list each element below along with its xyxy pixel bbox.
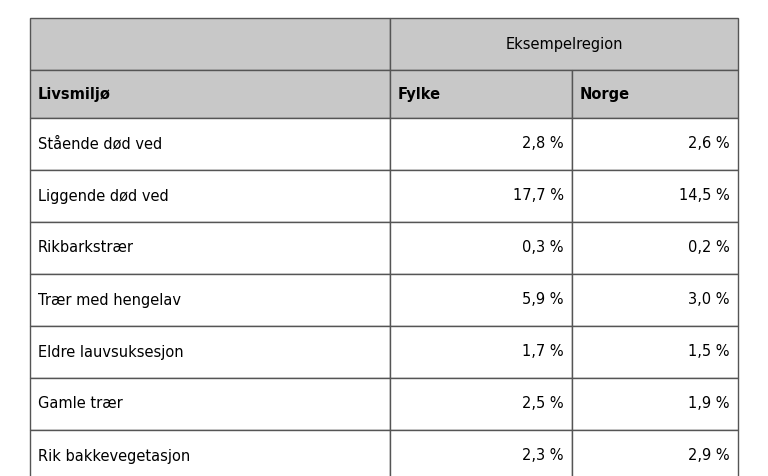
- Bar: [390, 170, 572, 222]
- Bar: [572, 378, 738, 430]
- Bar: [30, 430, 390, 476]
- Text: 2,8 %: 2,8 %: [522, 137, 564, 151]
- Bar: [390, 118, 572, 170]
- Text: Eldre lauvsuksesjon: Eldre lauvsuksesjon: [38, 345, 184, 359]
- Text: Norge: Norge: [580, 87, 630, 101]
- Bar: [30, 170, 390, 222]
- Bar: [390, 70, 572, 118]
- Text: Trær med hengelav: Trær med hengelav: [38, 292, 181, 307]
- Text: Livsmiljø: Livsmiljø: [38, 87, 111, 101]
- Text: 2,9 %: 2,9 %: [688, 448, 730, 464]
- Bar: [30, 118, 390, 170]
- Text: 0,2 %: 0,2 %: [688, 240, 730, 256]
- Text: Gamle trær: Gamle trær: [38, 397, 123, 411]
- Bar: [572, 118, 738, 170]
- Text: 1,5 %: 1,5 %: [688, 345, 730, 359]
- Text: 2,5 %: 2,5 %: [522, 397, 564, 411]
- Bar: [30, 18, 390, 70]
- Text: Fylke: Fylke: [398, 87, 441, 101]
- Text: Stående død ved: Stående død ved: [38, 137, 162, 151]
- Bar: [572, 170, 738, 222]
- Bar: [390, 18, 738, 70]
- Text: 1,7 %: 1,7 %: [522, 345, 564, 359]
- Text: 3,0 %: 3,0 %: [688, 292, 730, 307]
- Bar: [390, 326, 572, 378]
- Bar: [572, 430, 738, 476]
- Bar: [30, 222, 390, 274]
- Text: 0,3 %: 0,3 %: [522, 240, 564, 256]
- Text: Rik bakkevegetasjon: Rik bakkevegetasjon: [38, 448, 190, 464]
- Text: 14,5 %: 14,5 %: [679, 188, 730, 204]
- Text: Rikbarkstrær: Rikbarkstrær: [38, 240, 134, 256]
- Text: 5,9 %: 5,9 %: [522, 292, 564, 307]
- Bar: [30, 326, 390, 378]
- Text: 1,9 %: 1,9 %: [688, 397, 730, 411]
- Bar: [572, 70, 738, 118]
- Bar: [390, 430, 572, 476]
- Bar: [30, 378, 390, 430]
- Bar: [572, 222, 738, 274]
- Text: 2,3 %: 2,3 %: [522, 448, 564, 464]
- Text: Liggende død ved: Liggende død ved: [38, 188, 169, 204]
- Text: Eksempelregion: Eksempelregion: [505, 37, 623, 51]
- Bar: [390, 222, 572, 274]
- Bar: [572, 274, 738, 326]
- Bar: [572, 326, 738, 378]
- Text: 2,6 %: 2,6 %: [688, 137, 730, 151]
- Text: 17,7 %: 17,7 %: [513, 188, 564, 204]
- Bar: [390, 274, 572, 326]
- Bar: [390, 378, 572, 430]
- Bar: [30, 274, 390, 326]
- Bar: [30, 70, 390, 118]
